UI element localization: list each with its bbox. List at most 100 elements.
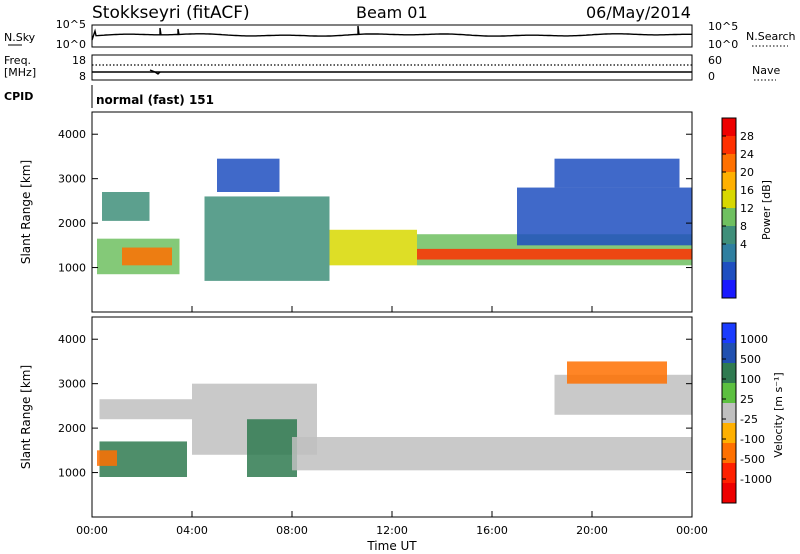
power-scatter-band <box>517 187 692 246</box>
freq-frame <box>91 54 693 81</box>
colorbar-segment <box>722 343 736 364</box>
cpid-value: normal (fast) 151 <box>96 93 214 107</box>
velocity-scatter-band <box>567 361 667 384</box>
colorbar-tick-label: 20 <box>740 166 754 179</box>
y-tick-label: 1000 <box>58 262 86 275</box>
velocity-panel: 1000 2000 3000 4000 Slant Range [km] 1000 50… <box>19 306 785 553</box>
date-title: 06/May/2014 <box>586 3 691 22</box>
y-tick-label: 4000 <box>58 333 86 346</box>
nsky-right-tick-top: 10^5 <box>708 20 738 33</box>
velocity-scatter-band <box>97 450 117 466</box>
colorbar-tick-label: -500 <box>740 453 765 466</box>
colorbar-segment <box>722 443 736 464</box>
velocity-scatter-band <box>99 399 192 420</box>
x-tick-label: 16:00 <box>476 524 508 537</box>
colorbar-segment <box>722 226 736 245</box>
power-scatter-band <box>554 158 680 188</box>
colorbar-frame <box>721 322 737 504</box>
colorbar-tick-label: 24 <box>740 148 754 161</box>
freq-unit: [MHz] <box>4 66 36 79</box>
colorbar-segment <box>722 483 736 504</box>
velocity-scatter-band <box>247 419 297 477</box>
power-y-ticks: 1000 2000 3000 4000 <box>58 128 692 275</box>
colorbar-tick-label: 16 <box>740 184 754 197</box>
freq-panel: Freq. [MHz] 18 8 60 0 Nave <box>4 54 780 83</box>
power-scatter-band <box>102 192 150 221</box>
nsky-frame <box>91 24 693 48</box>
nsearch-label: N.Search <box>746 30 796 43</box>
colorbar-segment <box>722 463 736 484</box>
colorbar-tick-label: -25 <box>740 413 758 426</box>
power-colorbar-label: Power [dB] <box>760 180 773 240</box>
cpid-panel: CPID normal (fast) 151 <box>4 85 214 108</box>
cpid-label: CPID <box>4 90 33 103</box>
nsky-label: N.Sky <box>4 31 36 44</box>
freq-right-tick-bottom: 0 <box>708 70 715 83</box>
colorbar-tick-label: 500 <box>740 353 761 366</box>
y-tick-label: 3000 <box>58 173 86 186</box>
y-tick-label: 1000 <box>58 467 86 480</box>
colorbar-tick-label: -100 <box>740 433 765 446</box>
x-tick-label: 00:00 <box>76 524 108 537</box>
beam-title: Beam 01 <box>356 3 428 22</box>
colorbar-segment <box>722 244 736 263</box>
colorbar-tick-label: 28 <box>740 130 754 143</box>
colorbar-tick-label: 4 <box>740 238 747 251</box>
power-bands <box>97 158 692 281</box>
freq-left-tick-bottom: 8 <box>79 70 86 83</box>
velocity-scatter-band <box>292 437 692 471</box>
velocity-ylabel: Slant Range [km] <box>19 365 33 469</box>
colorbar-tick-label: -1000 <box>740 473 772 486</box>
nsky-right-tick-bottom: 10^0 <box>708 38 738 51</box>
nave-label: Nave <box>752 64 780 77</box>
y-tick-label: 4000 <box>58 128 86 141</box>
freq-label: Freq. <box>4 54 31 67</box>
colorbar-segment <box>722 423 736 444</box>
x-tick-label: 04:00 <box>176 524 208 537</box>
power-ylabel: Slant Range [km] <box>19 160 33 264</box>
colorbar-segment <box>722 136 736 155</box>
velocity-colorbar-label: Velocity [m s⁻¹] <box>772 372 785 457</box>
velocity-colorbar: 1000 500 100 25 -25 -100 -500 -1000 <box>721 322 772 504</box>
power-colorbar: 28 24 20 16 12 8 4 <box>721 117 754 299</box>
power-scatter-band <box>217 158 280 192</box>
power-panel: 1000 2000 3000 4000 Slant Range [km] 28 24 20… <box>19 111 773 313</box>
x-tick-label: 20:00 <box>576 524 608 537</box>
colorbar-tick-label: 12 <box>740 202 754 215</box>
x-tick-label: 08:00 <box>276 524 308 537</box>
nsky-left-tick-bottom: 10^0 <box>56 38 86 51</box>
colorbar-segment <box>722 190 736 209</box>
velocity-bands <box>97 361 692 477</box>
colorbar-segment <box>722 154 736 173</box>
velocity-y-ticks: 1000 2000 3000 4000 <box>58 333 692 480</box>
time-x-ticks: 00:00 04:00 08:00 12:00 16:00 20:00 00:00 <box>76 306 708 537</box>
y-tick-label: 2000 <box>58 217 86 230</box>
x-tick-label: 00:00 <box>676 524 708 537</box>
station-title: Stokkseyri (fitACF) <box>92 3 250 23</box>
power-scatter-band <box>122 247 172 266</box>
freq-left-tick-top: 18 <box>72 54 86 67</box>
colorbar-tick-label: 25 <box>740 393 754 406</box>
nsky-left-tick-top: 10^5 <box>56 18 86 31</box>
y-tick-label: 3000 <box>58 378 86 391</box>
colorbar-segment <box>722 262 736 281</box>
colorbar-segment <box>722 383 736 404</box>
colorbar-segment <box>722 323 736 344</box>
colorbar-segment <box>722 172 736 191</box>
nsky-trace <box>91 25 692 41</box>
x-tick-label: 12:00 <box>376 524 408 537</box>
y-tick-label: 2000 <box>58 422 86 435</box>
colorbar-tick-label: 1000 <box>740 333 768 346</box>
colorbar-segment <box>722 208 736 227</box>
nsky-panel: N.Sky 10^5 10^0 10^5 10^0 N.Search <box>4 18 796 51</box>
colorbar-tick-label: 100 <box>740 373 761 386</box>
colorbar-segment <box>722 403 736 424</box>
freq-right-tick-top: 60 <box>708 54 722 67</box>
colorbar-segment <box>722 280 736 299</box>
colorbar-segment <box>722 363 736 384</box>
power-scatter-band <box>204 196 330 281</box>
colorbar-tick-label: 8 <box>740 220 747 233</box>
power-scatter-band <box>329 229 417 266</box>
power-scatter-band <box>417 248 692 260</box>
